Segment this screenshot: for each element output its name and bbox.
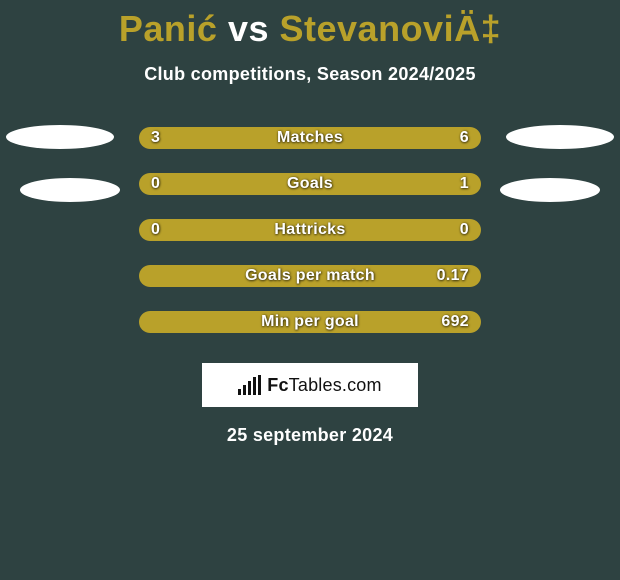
title-vs: vs	[228, 8, 269, 49]
stat-label: Matches	[277, 129, 343, 147]
stat-left-value: 0	[151, 221, 160, 239]
logo-bar	[258, 375, 261, 395]
decorative-ellipse	[506, 125, 614, 149]
subtitle: Club competitions, Season 2024/2025	[0, 64, 620, 85]
logo-bar	[238, 389, 241, 395]
stat-row: 3 6 Matches	[139, 127, 481, 149]
stat-rows: 3 6 Matches 0 1 Goals 0 0 Hattricks 0.17 Goals per…	[0, 127, 620, 333]
stat-bar: 0 0 Hattricks	[139, 219, 481, 241]
stat-label: Goals per match	[245, 267, 375, 285]
decorative-ellipse	[6, 125, 114, 149]
stat-right-value: 0.17	[437, 267, 469, 285]
stat-right-value: 1	[460, 175, 469, 193]
stat-row: 0.17 Goals per match	[139, 265, 481, 287]
stat-label: Hattricks	[274, 221, 345, 239]
stat-left-value: 0	[151, 175, 160, 193]
logo-bar	[243, 385, 246, 395]
stat-bar: 3 6 Matches	[139, 127, 481, 149]
date-label: 25 september 2024	[0, 425, 620, 446]
logo-prefix: Fc	[267, 375, 288, 395]
stat-label: Goals	[287, 175, 333, 193]
stat-right-value: 692	[441, 313, 469, 331]
logo-bar	[248, 381, 251, 395]
decorative-ellipse	[20, 178, 120, 202]
stat-bar: 692 Min per goal	[139, 311, 481, 333]
decorative-ellipse	[500, 178, 600, 202]
bar-chart-icon	[238, 375, 261, 395]
stat-bar: 0.17 Goals per match	[139, 265, 481, 287]
stat-left-value: 3	[151, 129, 160, 147]
stat-row: 0 0 Hattricks	[139, 219, 481, 241]
stat-row: 692 Min per goal	[139, 311, 481, 333]
title-left-name: Panić	[119, 8, 218, 49]
title-right-name: StevanoviÄ‡	[280, 8, 502, 49]
fctables-logo: FcTables.com	[202, 363, 418, 407]
logo-text: FcTables.com	[267, 375, 381, 396]
stat-bar: 0 1 Goals	[139, 173, 481, 195]
stat-right-value: 0	[460, 221, 469, 239]
logo-rest: Tables.com	[289, 375, 382, 395]
logo-bar	[253, 377, 256, 395]
stat-right-value: 6	[460, 129, 469, 147]
stat-label: Min per goal	[261, 313, 359, 331]
page-title: Panić vs StevanoviÄ‡	[0, 0, 620, 50]
stat-row: 0 1 Goals	[139, 173, 481, 195]
